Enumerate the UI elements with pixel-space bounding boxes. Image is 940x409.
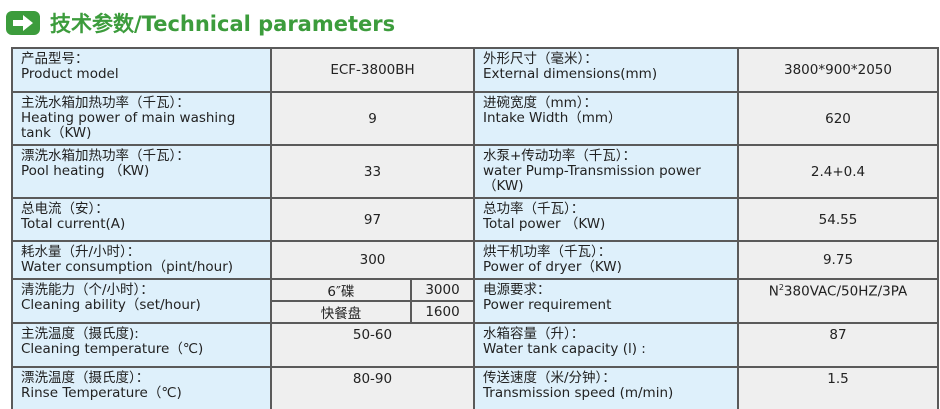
label-zh: 总电流（安）：: [21, 201, 109, 217]
label-en: Cleaning ability（set/hour): [21, 297, 201, 313]
param-label: 主洗温度（摄氏度): Cleaning temperature（℃): [11, 322, 272, 368]
label-en: Water consumption（pint/hour): [21, 259, 234, 275]
param-value: 9: [270, 91, 475, 146]
param-value: 80-90: [270, 366, 475, 409]
param-value: 2.4+0.4: [737, 144, 939, 199]
label-en: Total current(A): [21, 216, 126, 232]
sub-name: 6″碟: [270, 278, 412, 302]
label-zh: 进碗宽度（mm）：: [483, 95, 598, 111]
label-en: Product model: [21, 66, 119, 82]
label-en: water Pump-Transmission power（KW): [483, 163, 701, 194]
label-zh: 清洗能力（个/小时）：: [21, 282, 154, 298]
param-value: 50-60: [270, 322, 475, 368]
param-label: 外形尺寸（毫米）： External dimensions(mm): [473, 47, 739, 93]
page-title: 技术参数/Technical parameters: [50, 12, 396, 36]
param-value: 300: [270, 240, 475, 280]
label-en: Total power （KW): [483, 216, 606, 232]
param-label: 产品型号： Product model: [11, 47, 272, 93]
param-label: 清洗能力（个/小时）： Cleaning ability（set/hour): [11, 278, 272, 324]
label-zh: 总功率（千瓦）：: [483, 201, 585, 217]
param-label: 漂洗水箱加热功率（千瓦）： Pool heating （KW): [11, 144, 272, 199]
param-value: N2380VAC/50HZ/3PA: [737, 278, 939, 324]
param-label: 总功率（千瓦）： Total power （KW): [473, 197, 739, 242]
sub-value: 1600: [410, 300, 475, 324]
arrow-right-icon: [6, 11, 40, 35]
table-row: 漂洗水箱加热功率（千瓦）： Pool heating （KW) 33 水泵+传动功率（…: [11, 144, 939, 199]
label-en: Intake Width（mm）: [483, 110, 622, 126]
table-row: 清洗能力（个/小时）： Cleaning ability（set/hour) 6″碟…: [11, 278, 939, 324]
label-en: Water tank capacity (l) :: [483, 341, 646, 357]
label-en: External dimensions(mm): [483, 66, 658, 82]
label-en: Pool heating （KW): [21, 163, 150, 179]
param-value: ECF-3800BH: [270, 47, 475, 93]
label-zh: 电源要求：: [483, 282, 551, 298]
label-zh: 传送速度（米/分钟）：: [483, 370, 616, 386]
sub-name: 快餐盘: [270, 300, 412, 324]
table-row: 总电流（安）： Total current(A) 97 总功率（千瓦）： Total p…: [11, 197, 939, 242]
param-label: 耗水量（升/小时）： Water consumption（pint/hour): [11, 240, 272, 280]
label-en: Heating power of main washing tank（KW): [21, 110, 236, 141]
param-label: 总电流（安）： Total current(A): [11, 197, 272, 242]
param-label: 电源要求： Power requirement: [473, 278, 739, 324]
label-zh: 耗水量（升/小时）：: [21, 244, 141, 260]
param-value: 1.5: [737, 366, 939, 409]
param-value: 97: [270, 197, 475, 242]
label-zh: 产品型号：: [21, 51, 89, 67]
table-row: 产品型号： Product model ECF-3800BH 外形尺寸（毫米）： Ext…: [11, 47, 939, 93]
param-value: 3800*900*2050: [737, 47, 939, 93]
label-zh: 烘干机功率（千瓦）：: [483, 244, 612, 260]
table-row: 漂洗温度（摄氏度）： Rinse Temperature（℃) 80-90 传送速度（…: [11, 366, 939, 409]
table-row: 主洗水箱加热功率（千瓦）： Heating power of main washi…: [11, 91, 939, 146]
param-label: 水箱容量（升）： Water tank capacity (l) :: [473, 322, 739, 368]
table-row: 快餐盘 1600: [12, 300, 938, 324]
label-zh: 水泵+传动功率（千瓦）：: [483, 148, 637, 164]
label-zh: 水箱容量（升）：: [483, 326, 585, 342]
section-header: 技术参数/Technical parameters: [6, 7, 395, 39]
label-en: Transmission speed (m/min): [483, 385, 674, 401]
parameters-table: 产品型号： Product model ECF-3800BH 外形尺寸（毫米）： Ext…: [11, 47, 939, 409]
table-row: 耗水量（升/小时）： Water consumption（pint/hour) 30…: [11, 240, 939, 280]
label-zh: 主洗温度（摄氏度):: [21, 326, 139, 342]
label-en: Cleaning temperature（℃): [21, 341, 204, 357]
param-label: 水泵+传动功率（千瓦）： water Pump-Transmission powe…: [473, 144, 739, 199]
label-zh: 外形尺寸（毫米）：: [483, 51, 598, 67]
table-row: 主洗温度（摄氏度): Cleaning temperature（℃) 50-60 水箱…: [11, 322, 939, 368]
param-value: 87: [737, 322, 939, 368]
param-label: 传送速度（米/分钟）： Transmission speed (m/min): [473, 366, 739, 409]
label-en: Power requirement: [483, 297, 612, 313]
param-value: 54.55: [737, 197, 939, 242]
param-label: 进碗宽度（mm）： Intake Width（mm）: [473, 91, 739, 146]
param-label: 主洗水箱加热功率（千瓦）： Heating power of main washi…: [11, 91, 272, 146]
sub-value: 3000: [410, 278, 475, 302]
label-zh: 漂洗温度（摄氏度）：: [21, 370, 150, 386]
param-value: 33: [270, 144, 475, 199]
param-value: 9.75: [737, 240, 939, 280]
label-en: Power of dryer（KW): [483, 259, 622, 275]
label-zh: 主洗水箱加热功率（千瓦）：: [21, 95, 190, 111]
param-value: 620: [737, 91, 939, 146]
param-label: 烘干机功率（千瓦）： Power of dryer（KW): [473, 240, 739, 280]
param-label: 漂洗温度（摄氏度）： Rinse Temperature（℃): [11, 366, 272, 409]
label-zh: 漂洗水箱加热功率（千瓦）：: [21, 148, 190, 164]
label-en: Rinse Temperature（℃): [21, 385, 182, 401]
